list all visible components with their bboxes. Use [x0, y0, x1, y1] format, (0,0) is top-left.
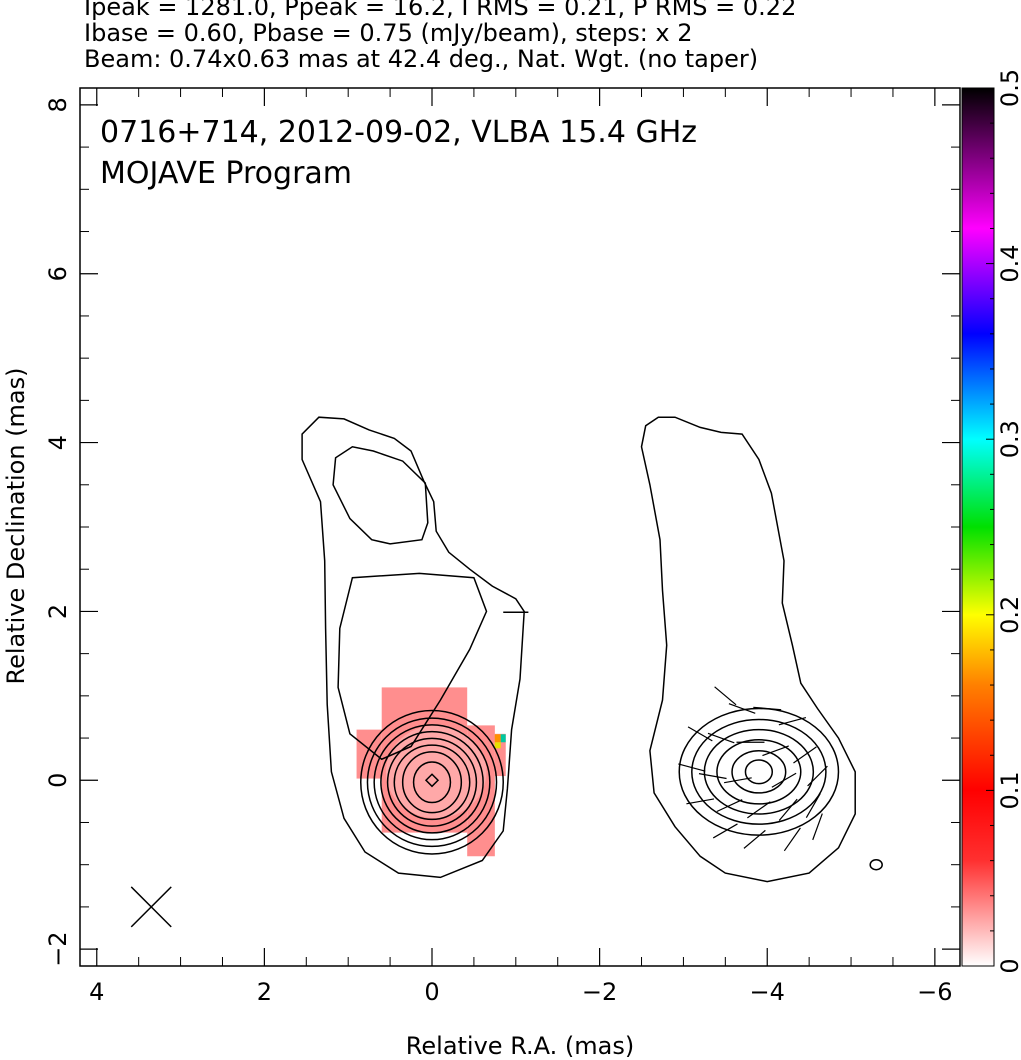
evpa-vector: [807, 765, 828, 787]
y-tick-label: 8: [44, 97, 72, 112]
evpa-vector: [762, 745, 789, 757]
x-tick-label: 4: [89, 978, 104, 1006]
colorbar-bar: [961, 87, 995, 967]
colorbar-tick-label: 0.5: [996, 69, 1021, 107]
evpa-vector: [707, 732, 735, 744]
left-core-contour: [366, 717, 498, 848]
plot-header: Ipeak = 1281.0, Ppeak = 16.2, I RMS = 0.…: [84, 0, 796, 72]
right-inner-contour: [678, 707, 840, 836]
header-line-2: Ibase = 0.60, Pbase = 0.75 (mJy/beam), s…: [84, 19, 693, 47]
left-core-contour: [401, 751, 463, 814]
polarization-block: [494, 733, 506, 777]
colorbar-tick-label: 0.1: [996, 771, 1021, 809]
y-tick-label: 4: [44, 435, 72, 450]
x-tick-label: −6: [917, 978, 952, 1006]
header-line-1: Ipeak = 1281.0, Ppeak = 16.2, I RMS = 0.…: [84, 0, 797, 21]
evpa-vector: [687, 726, 713, 742]
y-tick-label: 2: [44, 604, 72, 619]
evpa-vector: [724, 777, 752, 784]
right-inner-contour: [744, 759, 774, 785]
x-axis-title: Relative R.A. (mas): [406, 1032, 634, 1060]
x-tick-label: 2: [257, 978, 272, 1006]
evpa-vector: [812, 813, 823, 841]
polarization-hotspot-orange: [494, 734, 501, 743]
right-isolated-contour: [869, 858, 883, 871]
evpa-vector: [805, 793, 821, 819]
evpa-vector: [743, 829, 766, 849]
x-tick-label: −2: [582, 978, 617, 1006]
right-inner-contour: [716, 738, 802, 805]
colorbar-tick-label: 0.2: [996, 596, 1021, 634]
polarization-hotspot-cyan: [500, 734, 506, 743]
polarization-block: [356, 729, 382, 779]
program-label: MOJAVE Program: [100, 156, 352, 191]
evpa-vector: [778, 798, 798, 821]
left-core-contour: [380, 730, 484, 834]
evpa-vector: [778, 716, 807, 726]
map-layer: [130, 416, 883, 928]
evpa-vector: [747, 801, 771, 819]
colorbar: 0 0.1 0.2 0.3 0.4 0.5: [961, 69, 1021, 974]
source-label: 0716+714, 2012-09-02, VLBA 15.4 GHz: [100, 115, 697, 150]
evpa-vector: [678, 763, 706, 772]
right-inner-contour: [691, 718, 827, 825]
colorbar-tick-label: 0.3: [996, 420, 1021, 458]
evpa-vector: [714, 686, 737, 706]
colorbar-tick-label: 0.4: [996, 245, 1021, 283]
evpa-vector: [686, 798, 715, 805]
evpa-vector: [753, 706, 782, 711]
evpa-vector: [716, 799, 743, 813]
y-tick-label: 0: [44, 773, 72, 788]
left-core-contour: [360, 709, 504, 855]
right-outer-contour: [640, 416, 856, 883]
header-line-3: Beam: 0.74x0.63 mas at 42.4 deg., Nat. W…: [84, 45, 759, 73]
left-core-contour: [412, 761, 452, 804]
evpa-vector: [728, 703, 756, 714]
beam-marker: [130, 886, 172, 928]
evpa-vector: [793, 746, 817, 764]
left-core-contour: [386, 737, 478, 827]
polarization-hotspot-yellow: [494, 742, 501, 749]
evpa-vector: [712, 823, 738, 839]
left-core-contour: [373, 724, 491, 841]
right-inner-contour: [731, 749, 787, 794]
plot-frame: [79, 87, 961, 967]
left-core-contour: [393, 744, 471, 821]
y-axis-title: Relative Declination (mas): [2, 367, 30, 684]
axes-layer: 4 2 0 −2 −4 −6 −2 0 2 4 6 8: [44, 88, 960, 1006]
y-tick-label: 6: [44, 266, 72, 281]
x-tick-label: −4: [750, 978, 785, 1006]
evpa-vector: [771, 772, 797, 788]
left-outer-contour: [337, 572, 488, 761]
x-tick-label: 0: [424, 978, 439, 1006]
colorbar-tick-label: 0: [996, 958, 1021, 973]
y-tick-label: −2: [44, 931, 72, 966]
left-outer-contour: [301, 416, 525, 879]
left-outer-contour: [332, 446, 429, 545]
evpa-vector: [698, 773, 727, 780]
evpa-vector: [783, 827, 801, 852]
right-inner-contour: [703, 728, 815, 815]
left-core-diamond: [424, 773, 440, 788]
